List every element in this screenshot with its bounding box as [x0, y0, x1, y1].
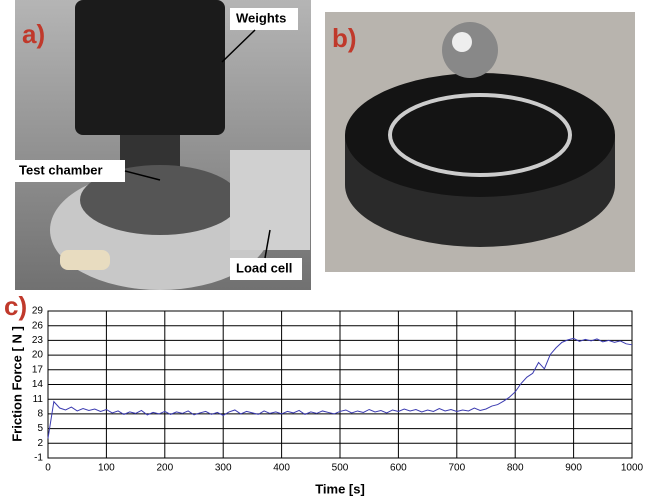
x-tick-label: 1000 [621, 463, 644, 474]
annotation: Test chamber [19, 162, 103, 177]
callout-arrow [124, 170, 161, 181]
x-tick-label: 500 [332, 463, 349, 474]
x-tick-label: 200 [156, 463, 173, 474]
x-tick-label: 600 [390, 463, 407, 474]
x-axis-label: Time [s] [315, 481, 365, 496]
x-tick-label: 800 [507, 463, 524, 474]
y-tick-label: 2 [37, 438, 43, 449]
callout-box [230, 258, 302, 280]
x-tick-label: 100 [98, 463, 115, 474]
y-tick-label: 26 [32, 320, 44, 331]
x-tick-label: 300 [215, 463, 232, 474]
y-tick-label: 29 [32, 306, 44, 317]
y-tick-label: 17 [32, 364, 44, 375]
y-tick-label: -1 [34, 453, 43, 464]
annotation: Weights [236, 10, 286, 25]
data-line [47, 337, 633, 439]
panel-label: a) [22, 19, 45, 49]
panel-label: b) [332, 23, 357, 53]
y-tick-label: 20 [32, 350, 44, 361]
callout-arrow [221, 29, 256, 63]
photo-a [15, 0, 311, 290]
photo-b [325, 12, 635, 272]
callout-box [15, 160, 125, 182]
y-tick-label: 8 [37, 409, 43, 420]
x-tick-label: 700 [448, 463, 465, 474]
annotation: Load cell [236, 260, 292, 275]
x-tick-label: 900 [565, 463, 582, 474]
panel-label: c) [4, 291, 27, 321]
y-tick-label: 23 [32, 335, 44, 346]
y-tick-label: 5 [37, 423, 43, 434]
x-tick-label: 400 [273, 463, 290, 474]
y-tick-label: 11 [33, 394, 44, 405]
y-axis-label: Friction Force [ N ] [9, 326, 24, 442]
callout-arrow [264, 229, 271, 259]
callout-box [230, 8, 298, 30]
y-tick-label: 14 [32, 379, 44, 390]
x-tick-label: 0 [45, 463, 51, 474]
